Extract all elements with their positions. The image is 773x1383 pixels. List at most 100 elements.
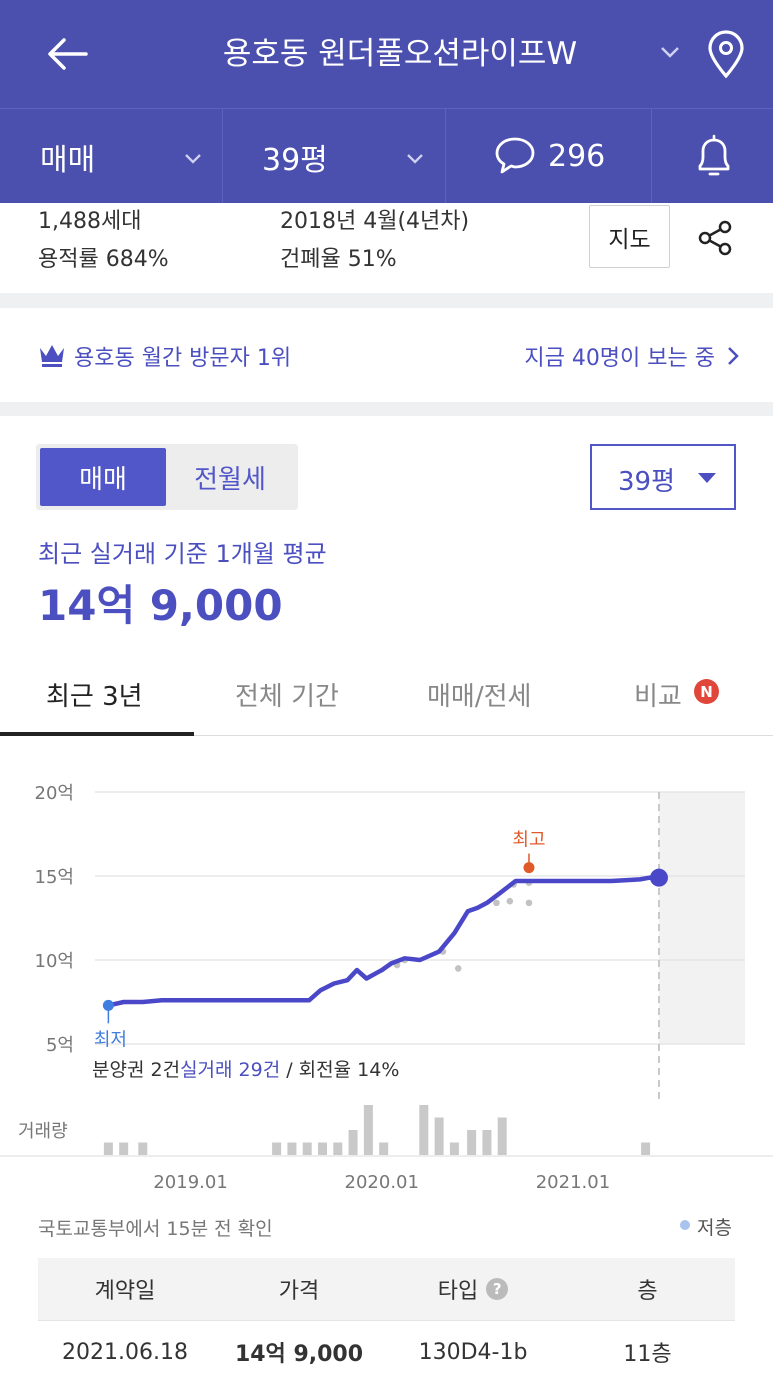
segment-sale[interactable]: 매매 xyxy=(40,448,166,506)
max-point xyxy=(523,862,535,874)
volume-bar xyxy=(467,1130,477,1155)
chevron-down-icon[interactable] xyxy=(404,147,426,169)
top-bar: 용호동 원더풀오션라이프W xyxy=(0,0,773,108)
max-label: 최고 xyxy=(512,830,545,851)
y-tick-label: 15억 xyxy=(35,867,74,888)
transaction-table: 계약일 가격 타입? 층 2021.06.18 14억 9,000 130D4-… xyxy=(38,1258,735,1382)
volume-bar xyxy=(272,1142,282,1155)
trade-segment: 매매 전월세 xyxy=(36,444,298,510)
y-tick-label: 20억 xyxy=(35,783,74,804)
share-icon[interactable] xyxy=(696,218,736,258)
coverage-ratio: 건폐율 51% xyxy=(280,247,397,272)
built-date: 2018년 4월(4년차) xyxy=(280,209,470,234)
x-tick-label: 2020.01 xyxy=(345,1172,419,1193)
visitor-banner[interactable]: 용호동 월간 방문자 1위 지금 40명이 보는 중 xyxy=(0,308,773,402)
section-divider xyxy=(0,402,773,416)
volume-bar xyxy=(449,1142,459,1155)
x-tick-label: 2019.01 xyxy=(153,1172,227,1193)
caret-down-icon xyxy=(698,473,716,483)
x-tick-label: 2021.01 xyxy=(536,1172,610,1193)
help-icon[interactable]: ? xyxy=(486,1278,509,1300)
column-header: 계약일 xyxy=(94,1279,156,1304)
chevron-down-icon[interactable] xyxy=(182,147,204,169)
legend-low-floor: 저층 xyxy=(697,1217,732,1239)
volume-bar xyxy=(434,1117,444,1155)
volume-bar xyxy=(419,1105,429,1155)
size-select-label: 39평 xyxy=(618,467,676,497)
volume-bar xyxy=(302,1142,312,1155)
price: 14억 9,000 xyxy=(234,1342,364,1367)
location-pin-icon[interactable] xyxy=(704,30,748,80)
current-viewers: 지금 40명이 보는 중 xyxy=(524,346,715,371)
volume-label: 거래량 xyxy=(18,1121,68,1142)
average-label: 최근 실거래 기준 1개월 평균 xyxy=(38,540,327,568)
chart-note: 분양권 2건실거래 29건 / 회전율 14% xyxy=(92,1055,399,1082)
households: 1,488세대 xyxy=(38,209,142,234)
min-label: 최저 xyxy=(94,1029,127,1050)
volume-bar xyxy=(103,1142,113,1155)
trade-point xyxy=(493,899,500,907)
future-area xyxy=(658,792,745,1044)
floor: 11층 xyxy=(623,1342,672,1367)
page-title[interactable]: 용호동 원더풀오션라이프W xyxy=(222,36,578,72)
crown-icon xyxy=(40,345,64,367)
chevron-down-icon[interactable] xyxy=(656,38,684,66)
volume-bar xyxy=(138,1142,148,1155)
table-header: 계약일 가격 타입? 층 xyxy=(38,1258,735,1320)
new-badge: N xyxy=(694,679,719,704)
trade-point xyxy=(525,899,533,907)
size-label: 39평 xyxy=(262,142,328,178)
volume-bar xyxy=(287,1142,297,1155)
size-select[interactable]: 39평 xyxy=(590,444,736,510)
current-point xyxy=(649,868,668,887)
section-divider xyxy=(0,293,773,308)
period-tabs: 최근 3년 전체 기간 매매/전세 비교 xyxy=(0,650,773,736)
volume-bar xyxy=(318,1142,327,1155)
volume-bar xyxy=(482,1130,492,1155)
tab-compare[interactable]: 비교 xyxy=(634,682,682,712)
data-source: 국토교통부에서 15분 전 확인 xyxy=(38,1218,273,1240)
column-header: 가격 xyxy=(278,1279,320,1304)
back-arrow-icon[interactable] xyxy=(44,30,92,78)
map-button[interactable]: 지도 xyxy=(589,205,670,268)
contract-date: 2021.06.18 xyxy=(62,1339,188,1365)
average-price: 14억 9,000 xyxy=(38,581,283,630)
presale-count: 분양권 2건 xyxy=(92,1059,181,1081)
type: 130D4-1b xyxy=(418,1339,528,1365)
column-header: 타입? xyxy=(386,1258,560,1320)
comment-icon[interactable] xyxy=(494,135,536,177)
size-dropdown[interactable]: 39평 xyxy=(262,109,328,204)
trade-type-label: 매매 xyxy=(40,142,96,178)
filter-bar: 매매 39평 296 xyxy=(0,108,773,204)
segment-rent[interactable]: 전월세 xyxy=(194,464,266,495)
volume-bar xyxy=(379,1142,389,1155)
bell-icon[interactable] xyxy=(694,133,734,181)
turnover-rate: / 회전율 14% xyxy=(280,1059,400,1081)
actual-trade-count[interactable]: 실거래 29건 xyxy=(180,1059,281,1081)
volume-bar xyxy=(497,1117,507,1155)
legend-dot xyxy=(680,1220,690,1230)
comment-count[interactable]: 296 xyxy=(548,139,606,174)
volume-bar xyxy=(348,1130,358,1155)
tab-all-period[interactable]: 전체 기간 xyxy=(235,682,339,712)
column-header: 층 xyxy=(637,1279,658,1304)
volume-bar xyxy=(333,1142,343,1155)
trade-point xyxy=(454,965,462,972)
volume-bar xyxy=(119,1142,129,1155)
tab-sale-jeonse[interactable]: 매매/전세 xyxy=(427,682,532,712)
floor-area-ratio: 용적률 684% xyxy=(38,247,169,272)
y-tick-label: 10억 xyxy=(35,951,74,972)
min-point xyxy=(102,999,114,1011)
volume-bar xyxy=(641,1142,651,1155)
table-row[interactable]: 2021.06.18 14억 9,000 130D4-1b 11층 xyxy=(38,1320,735,1382)
volume-bar xyxy=(363,1105,373,1155)
trade-point xyxy=(506,897,514,905)
visitor-rank: 용호동 월간 방문자 1위 xyxy=(74,346,292,371)
y-tick-label: 5억 xyxy=(46,1035,74,1056)
chevron-right-icon xyxy=(728,347,739,365)
trade-type-dropdown[interactable]: 매매 xyxy=(40,109,95,204)
tab-recent-3-years[interactable]: 최근 3년 xyxy=(46,682,143,712)
price-line xyxy=(106,875,662,1008)
active-tab-indicator xyxy=(0,732,194,736)
